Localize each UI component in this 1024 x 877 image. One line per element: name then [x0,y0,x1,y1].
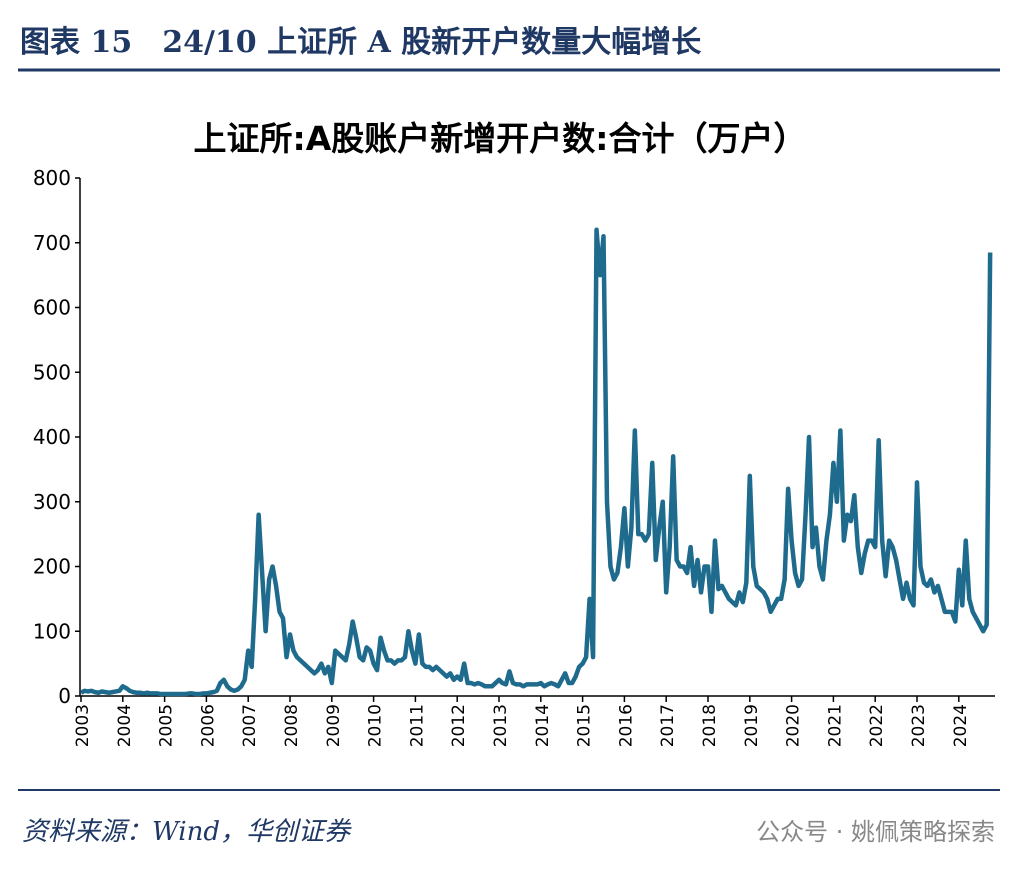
x-tick-label: 2014 [533,704,553,747]
y-tick-label: 600 [33,296,71,320]
x-tick-label: 2018 [700,704,720,747]
y-tick-label: 0 [58,684,71,708]
x-tick-label: 2020 [784,704,804,747]
y-tick-label: 300 [33,490,71,514]
x-tick-label: 2006 [198,704,218,747]
y-tick-label: 100 [33,619,71,643]
x-tick-label: 2012 [449,704,469,747]
x-tick-label: 2015 [575,704,595,747]
y-tick-label: 500 [33,360,71,384]
x-tick-label: 2023 [909,704,929,747]
x-tick-label: 2003 [73,704,93,747]
source: 资料来源：Wind，华创证券 [22,817,352,847]
y-tick-label: 200 [33,555,71,579]
data-line [79,227,993,697]
header-title: 图表 15 24/10 上证所 A 股新开户数量大幅增长 [20,25,701,60]
plot: 0 100 200 300 400 500 600 700 800 2003 2004 2005 200… [33,166,995,747]
x-tick-label: 2011 [407,704,427,747]
x-tick-label: 2021 [825,704,845,747]
x-tick-label: 2009 [324,704,344,747]
x-tick-label: 2013 [491,704,511,747]
x-tick-label: 2024 [951,704,971,747]
watermark: 公众号 · 姚佩策略探索 [756,818,995,846]
x-tick-label: 2008 [282,704,302,747]
x-tick-label: 2010 [366,704,386,747]
x-tick-label: 2004 [115,704,135,747]
y-tick-label: 700 [33,231,71,255]
x-tick-label: 2017 [658,704,678,747]
x-tick-label: 2016 [616,704,636,747]
x-tick-label: 2019 [742,704,762,747]
x-tick-label: 2005 [157,704,177,747]
y-tick-label: 400 [33,425,71,449]
x-tick-label: 2022 [867,704,887,747]
x-tick-label: 2007 [240,704,260,747]
y-tick-label: 800 [33,166,71,190]
chart-title: 上证所:A股账户新增开户数:合计（万户） [194,119,807,158]
